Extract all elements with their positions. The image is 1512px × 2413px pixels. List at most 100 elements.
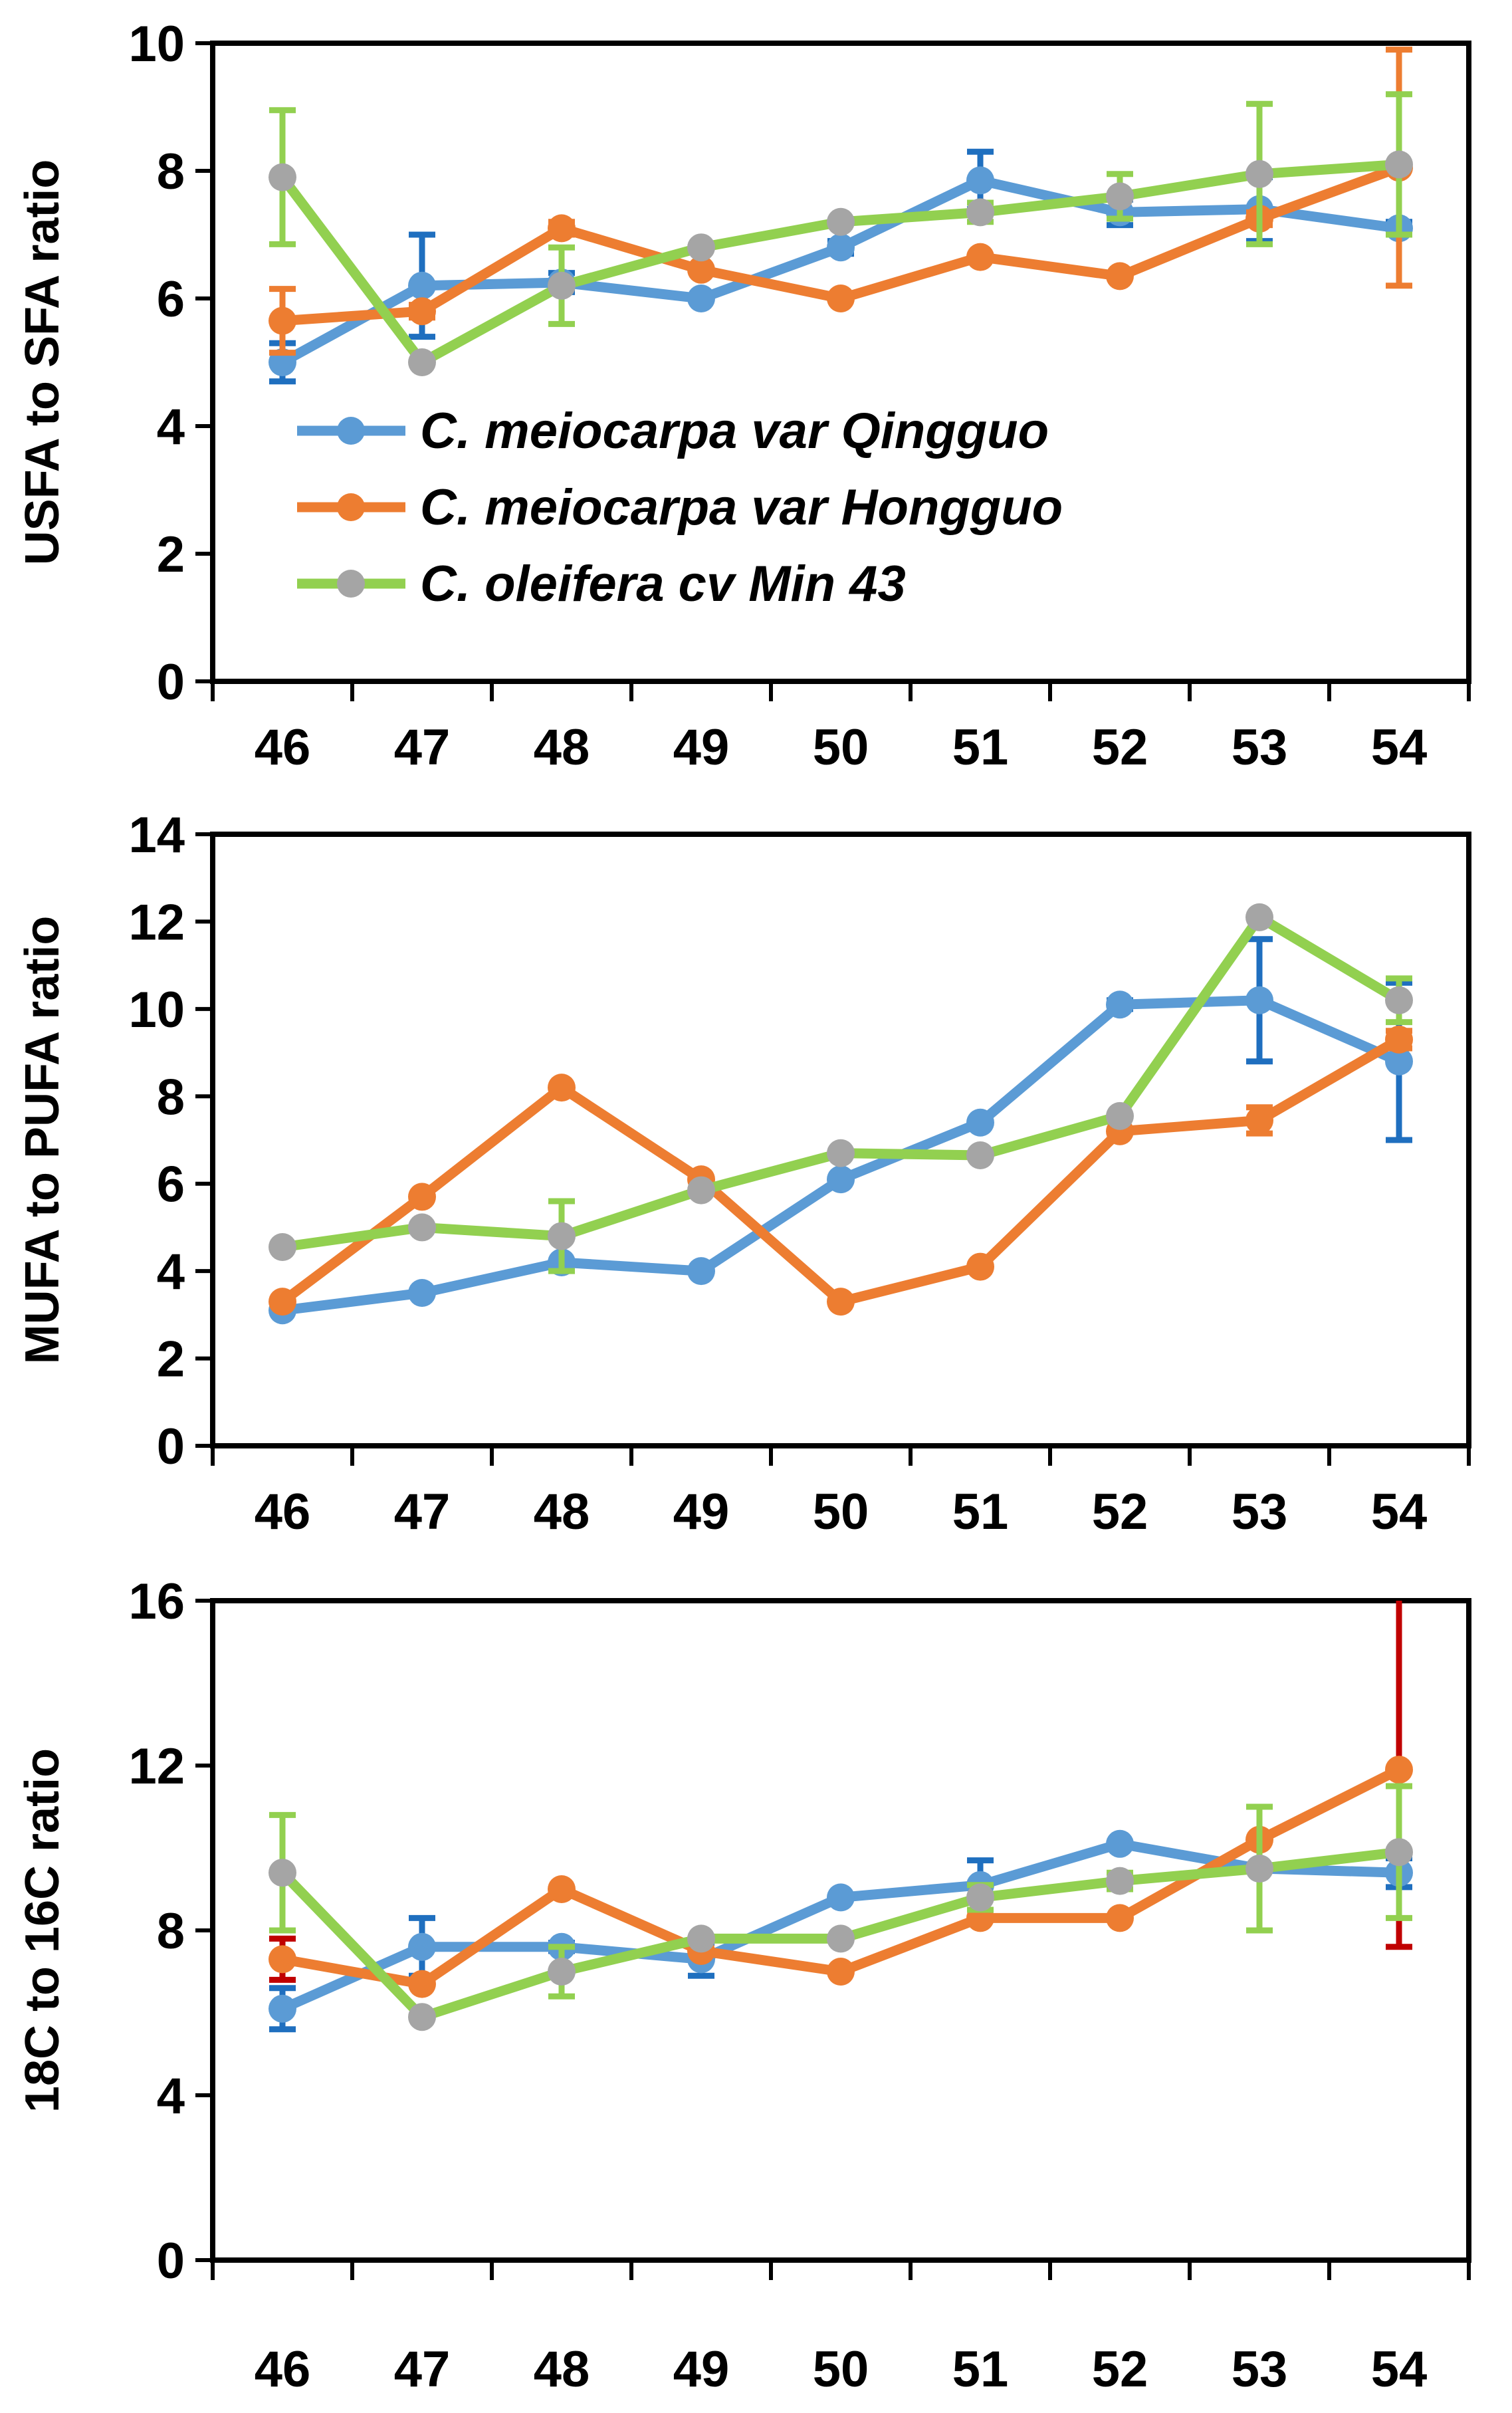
x-tick-label: 51 <box>952 719 1009 776</box>
x-tick-label: 50 <box>813 719 869 776</box>
series-c-meiocarpa-var-hongguo <box>269 1601 1413 1998</box>
legend-label: C. oleifera cv Min 43 <box>420 556 906 612</box>
data-point <box>408 297 436 326</box>
y-tick-label: 0 <box>157 2233 185 2289</box>
data-point <box>966 243 994 271</box>
y-tick-label: 12 <box>128 1738 185 1795</box>
legend-marker <box>337 493 365 521</box>
series-c-oleifera-cv-min-43 <box>269 903 1413 1274</box>
data-point <box>548 1875 576 1903</box>
data-point <box>1385 150 1413 179</box>
data-point <box>1245 1106 1273 1135</box>
y-tick-label: 16 <box>128 1573 185 1630</box>
data-point <box>408 1183 436 1211</box>
plot-frame <box>210 832 1471 1448</box>
data-point <box>966 166 994 195</box>
data-point <box>548 1958 576 1986</box>
x-tick-label: 50 <box>813 1484 869 1540</box>
data-point <box>408 1932 436 1961</box>
x-tick-label: 47 <box>394 1484 451 1540</box>
data-point <box>269 163 296 191</box>
x-tick-label: 51 <box>952 2341 1009 2398</box>
legend-marker <box>337 570 365 598</box>
x-tick-label: 54 <box>1371 1484 1428 1540</box>
data-point <box>827 233 855 262</box>
x-tick-label: 48 <box>534 2341 590 2398</box>
data-point <box>408 348 436 376</box>
data-point <box>269 1859 296 1887</box>
data-point <box>269 1945 296 1974</box>
series-line <box>277 159 1404 368</box>
x-tick-label: 53 <box>1232 719 1288 776</box>
data-point <box>408 1279 436 1307</box>
data-point <box>1245 160 1273 188</box>
data-point <box>966 1252 994 1281</box>
data-point <box>269 306 296 335</box>
data-point <box>408 2003 436 2031</box>
x-tick-label: 53 <box>1232 1484 1288 1540</box>
x-tick-label: 49 <box>673 2341 730 2398</box>
data-point <box>1245 1855 1273 1883</box>
data-point <box>827 207 855 236</box>
data-point <box>966 1883 994 1912</box>
data-point <box>548 214 576 243</box>
data-point <box>1106 1829 1134 1858</box>
data-point <box>687 233 715 262</box>
series-line <box>277 175 1404 368</box>
y-tick-label: 8 <box>157 144 185 200</box>
y-tick-label: 14 <box>128 807 185 863</box>
x-tick-label: 48 <box>534 1484 590 1540</box>
data-point <box>827 285 855 312</box>
y-tick-label: 10 <box>128 982 185 1038</box>
data-point <box>827 1958 855 1986</box>
legend-label: C. meiocarpa var Qingguo <box>420 403 1049 459</box>
data-point <box>827 1288 855 1316</box>
x-tick-label: 52 <box>1092 2341 1148 2398</box>
legend-marker <box>337 417 365 445</box>
x-tick-label: 54 <box>1371 2341 1428 2398</box>
data-point <box>1106 262 1134 290</box>
y-axis-title: MUFA to PUFA ratio <box>16 916 69 1365</box>
data-point <box>1385 986 1413 1014</box>
series-c-meiocarpa-var-hongguo <box>269 47 1413 356</box>
data-point <box>827 1924 855 1953</box>
legend: C. meiocarpa var Qingguo C. meiocarpa var… <box>297 403 1063 612</box>
data-point <box>408 271 436 300</box>
data-point <box>408 1213 436 1242</box>
data-point <box>687 1924 715 1953</box>
y-tick-label: 0 <box>157 1419 185 1475</box>
data-point <box>1106 182 1134 211</box>
data-point <box>1106 990 1134 1019</box>
y-tick-label: 8 <box>157 1069 185 1125</box>
data-point <box>966 1108 994 1137</box>
y-axis-title: 18C to 16C ratio <box>16 1748 69 2113</box>
y-tick-label: 4 <box>157 1244 185 1300</box>
data-point <box>966 198 994 227</box>
data-point <box>687 285 715 312</box>
y-tick-label: 4 <box>157 399 185 455</box>
data-point <box>269 1288 296 1316</box>
y-tick-label: 2 <box>157 526 185 583</box>
series-c-meiocarpa-var-hongguo <box>269 1025 1413 1316</box>
data-point <box>1245 986 1273 1014</box>
y-tick-label: 0 <box>157 654 185 711</box>
x-tick-label: 54 <box>1371 719 1428 776</box>
y-axis-title: USFA to SFA ratio <box>16 160 69 566</box>
data-point <box>408 1970 436 1998</box>
x-tick-label: 47 <box>394 719 451 776</box>
x-tick-label: 49 <box>673 719 730 776</box>
x-tick-label: 51 <box>952 1484 1009 1540</box>
data-point <box>548 1222 576 1250</box>
data-point <box>1385 1025 1413 1054</box>
data-point <box>687 255 715 284</box>
data-point <box>269 1233 296 1261</box>
y-tick-label: 12 <box>128 894 185 951</box>
x-tick-label: 46 <box>255 719 311 776</box>
series-line <box>277 912 1404 1252</box>
data-point <box>827 1139 855 1167</box>
data-point <box>1106 1101 1134 1130</box>
data-point <box>827 1165 855 1194</box>
data-point <box>966 1141 994 1169</box>
